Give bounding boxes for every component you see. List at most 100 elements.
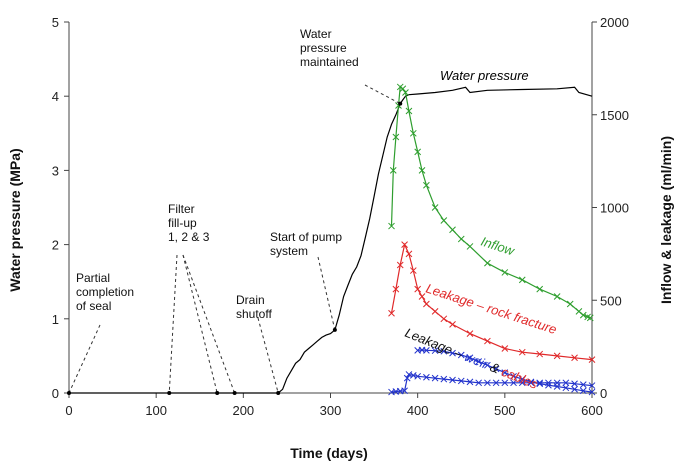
series-line-inflow: [390, 85, 591, 319]
series-point-weir-cables-lower: [501, 379, 509, 387]
y-right-tick-label: 500: [600, 293, 622, 308]
series-point-inflow: [566, 300, 574, 308]
series-point-inflow: [449, 226, 456, 234]
annotation-leader: [257, 317, 279, 394]
annotation-partial-seal: Partial completion of seal: [76, 271, 134, 313]
series-point-inflow: [457, 235, 465, 243]
y-left-tick-label: 1: [52, 312, 59, 327]
series-point-weir-cables-lower: [571, 380, 578, 388]
series-point-inflow: [392, 133, 400, 141]
annotation-drain-shutoff: Drain shutoff: [236, 293, 272, 321]
y-left-tick-label: 2: [52, 238, 59, 253]
series-line-weir-cables-upper: [417, 349, 593, 393]
x-tick-label: 400: [407, 403, 429, 418]
series-point-weir-cables-upper: [579, 387, 587, 395]
annotation-dot: [398, 101, 403, 106]
annotation-line: of seal: [76, 299, 111, 313]
series-point-weir-cables-lower: [449, 376, 456, 384]
x-axis-title: Time (days): [290, 445, 368, 461]
series-point-weir-cables-lower: [440, 375, 448, 383]
series-line-water-pressure: [69, 86, 593, 394]
annotation-line: system: [270, 244, 308, 258]
annotation-leader-extra: [182, 254, 236, 394]
series-point-inflow: [501, 269, 509, 276]
series-point-weir-cables-lower: [518, 379, 526, 387]
annotation-filter-fillup: Filter fill-up 1, 2 & 3: [168, 202, 210, 244]
series-point-weir-cables-lower: [466, 378, 474, 386]
series-point-weir-cables-upper: [527, 378, 535, 386]
series-point-weir-cables-upper: [449, 349, 456, 357]
y-left-tick-label: 0: [52, 386, 59, 401]
y-right-tick-label: 1500: [600, 108, 629, 123]
series-point-inflow: [536, 285, 544, 293]
chart-ticks: 0 100 200 300 400 500 600 0 1 2 3 4 5 0 500 1000 1500 200…: [52, 15, 629, 418]
series-point-weir-cables-upper: [466, 354, 474, 362]
x-tick-label: 0: [65, 403, 72, 418]
annotation-pressure-maintained: Water pressure maintained: [300, 27, 359, 69]
series-point-inflow: [409, 129, 417, 137]
series-point-weir-cables-lower: [527, 379, 535, 387]
annotations-layer: Partial completion of seal Filter fill-up 1, …: [67, 27, 403, 395]
series-point-inflow: [579, 311, 587, 319]
series-point-weir-cables-lower: [579, 381, 587, 389]
series-point-weir-cables-lower: [545, 379, 552, 387]
series-point-rock-fracture: [392, 285, 400, 293]
annotation-line: Drain: [236, 293, 265, 307]
label-water-pressure: Water pressure: [440, 68, 529, 83]
series-point-inflow: [440, 217, 448, 224]
label-inflow: Inflow: [479, 234, 517, 259]
series-layer: [69, 83, 596, 396]
series-line-weir-cables-lower: [391, 373, 593, 393]
annotation-leader: [364, 84, 401, 105]
series-point-weir-cables-upper: [492, 365, 500, 373]
annotation-line: Partial: [76, 271, 110, 285]
series-point-weir-cables-lower: [510, 379, 517, 387]
series-point-weir-cables-upper: [510, 372, 517, 380]
y-left-axis-title: Water pressure (MPa): [7, 148, 23, 291]
series-point-weir-cables-upper: [475, 358, 483, 365]
series-point-inflow: [405, 107, 413, 115]
y-left-tick-label: 5: [52, 15, 59, 30]
series-point-weir-cables-upper: [440, 347, 448, 355]
series-point-rock-fracture: [588, 356, 596, 363]
y-right-tick-label: 1000: [600, 201, 629, 216]
series-point-inflow: [484, 259, 491, 267]
series-point-inflow: [388, 222, 395, 230]
annotation-line: completion: [76, 285, 134, 299]
series-point-weir-cables-lower: [562, 379, 570, 387]
series-point-rock-fracture: [518, 348, 526, 356]
series-point-weir-cables-lower: [403, 374, 411, 382]
series-point-weir-cables-lower: [536, 379, 544, 387]
label-weir-suffix: cables: [499, 364, 540, 392]
series-point-weir-cables-upper: [484, 361, 491, 369]
series-point-weir-cables-upper: [536, 380, 544, 388]
annotation-pump-start: Start of pump system: [270, 230, 342, 258]
series-point-weir-cables-lower: [457, 377, 465, 385]
series-point-inflow: [389, 167, 397, 174]
annotation-line: Water: [300, 27, 332, 41]
series-point-rock-fracture: [418, 293, 426, 300]
annotation-line: pressure: [300, 41, 347, 55]
series-point-rock-fracture: [401, 241, 408, 248]
series-point-rock-fracture: [431, 308, 439, 315]
series-point-weir-cables-upper: [562, 384, 570, 392]
annotation-dot: [167, 391, 172, 395]
series-point-weir-cables-upper: [457, 351, 465, 359]
series-point-inflow: [466, 243, 474, 250]
annotation-dot-extra: [215, 391, 220, 395]
annotation-leader: [68, 324, 101, 394]
series-point-rock-fracture: [536, 350, 544, 358]
series-point-weir-cables-lower: [588, 382, 596, 389]
annotation-dot-extra: [232, 391, 237, 395]
series-point-rock-fracture: [414, 285, 422, 293]
annotation-dot: [332, 327, 337, 332]
series-point-weir-cables-upper: [571, 385, 578, 393]
y-left-tick-label: 4: [52, 89, 59, 104]
y-right-tick-label: 2000: [600, 15, 629, 30]
annotation-line: maintained: [300, 55, 359, 69]
annotation-dot: [276, 391, 281, 395]
annotation-leader: [317, 256, 336, 331]
series-point-inflow: [418, 167, 426, 174]
series-point-rock-fracture: [553, 352, 561, 360]
